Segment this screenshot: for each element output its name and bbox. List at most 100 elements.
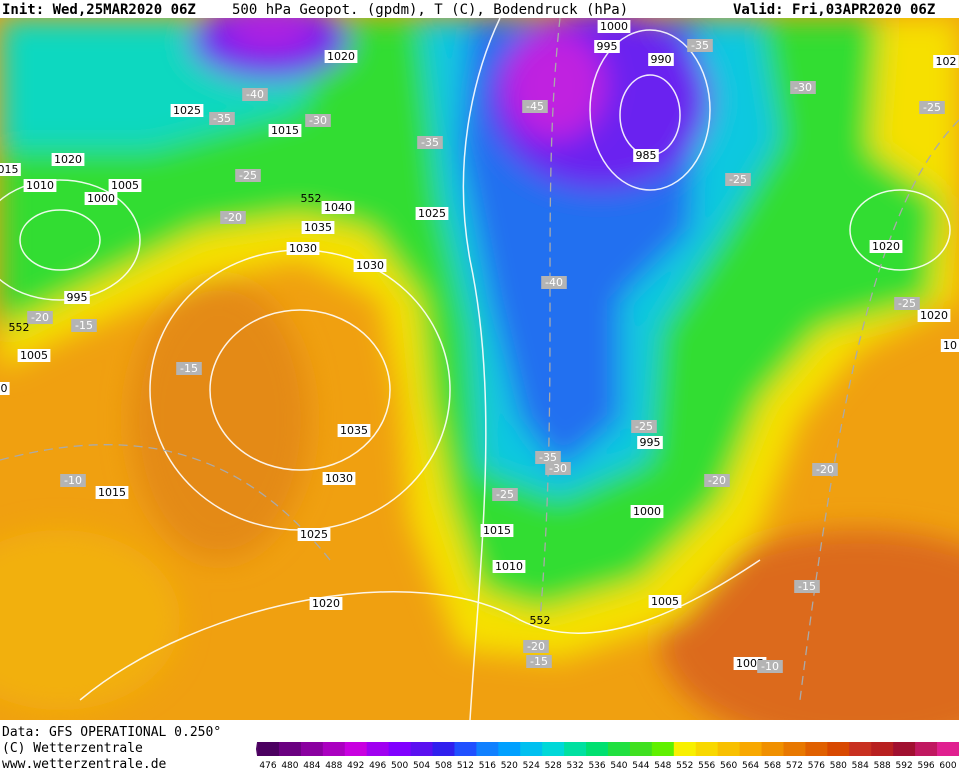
- temperature-label-box: [631, 420, 657, 433]
- temperature-label-box: [176, 362, 202, 375]
- temperature-label-box: [71, 319, 97, 332]
- colorbar-swatch: [893, 742, 916, 756]
- isobar-label-box: [630, 505, 664, 518]
- colorbar-swatch: [388, 742, 412, 756]
- temperature-label-box: [757, 660, 783, 673]
- isobar-label: 995: [640, 436, 661, 449]
- colorbar-tick-label: 572: [786, 761, 803, 770]
- temperature-label: -25: [898, 297, 916, 310]
- colorbar-tick-label: 564: [742, 761, 759, 770]
- isobar-label: 1035: [340, 424, 368, 437]
- temperature-label: -45: [526, 100, 544, 113]
- colorbar-swatch: [366, 742, 390, 756]
- isobar-label: 1025: [418, 207, 446, 220]
- colorbar-swatch: [542, 742, 565, 756]
- colorbar-swatch: [586, 742, 609, 756]
- temperature-label-box: [725, 173, 751, 186]
- isobar-label: 1025: [300, 528, 328, 541]
- map-field: [0, 18, 959, 720]
- isobar-label: 1010: [26, 179, 54, 192]
- colorbar-swatch: [564, 742, 587, 756]
- colorbar-swatch: [498, 742, 521, 756]
- temperature-label-box: [545, 462, 571, 475]
- isobar-label-box: [324, 50, 358, 63]
- temperature-label: -20: [31, 311, 49, 324]
- colorbar-tick-label: 532: [567, 761, 584, 770]
- isobar-label: 1020: [312, 597, 340, 610]
- isobar-label: 1035: [304, 221, 332, 234]
- colorbar-tick-label: 536: [588, 761, 605, 770]
- colorbar-tick-label: 500: [391, 761, 408, 770]
- temperature-label: -20: [708, 474, 726, 487]
- temperature-label-box: [541, 276, 567, 289]
- temperature-label: -15: [180, 362, 198, 375]
- init-time: Init: Wed,25MAR2020 06Z: [2, 2, 196, 18]
- isobar-label-box: [492, 560, 526, 573]
- temperature-label-box: [812, 463, 838, 476]
- temperature-label-box: [60, 474, 86, 487]
- isobar-label-box: [170, 104, 204, 117]
- website: www.wetterzentrale.de: [2, 757, 167, 770]
- colorbar-tick-label: 476: [259, 761, 276, 770]
- colorbar-tick-label: 548: [654, 761, 671, 770]
- temperature-label: -30: [309, 114, 327, 127]
- colorbar-tick-label: 488: [325, 761, 342, 770]
- colorbar-tick-label: 528: [545, 761, 562, 770]
- temperature-label: -35: [213, 112, 231, 125]
- temperature-label: -20: [816, 463, 834, 476]
- isobar-label-box: [917, 309, 951, 322]
- isobar-label: 985: [636, 149, 657, 162]
- isobar-label: 1030: [325, 472, 353, 485]
- colorbar-swatch: [739, 742, 763, 756]
- colorbar-swatch: [476, 742, 499, 756]
- colorbar-tick-label: 540: [610, 761, 627, 770]
- colorbar-tick-label: 568: [764, 761, 781, 770]
- temperature-label: -25: [729, 173, 747, 186]
- isobar-label-box: [51, 153, 85, 166]
- isobar-label-box: [322, 472, 356, 485]
- isobar-label-box: [268, 124, 302, 137]
- colorbar-tick-label: 580: [830, 761, 847, 770]
- isobar-label-box: [415, 207, 449, 220]
- temperature-label-box: [305, 114, 331, 127]
- isobar-label: 1015: [98, 486, 126, 499]
- isobar-label: 10: [943, 339, 957, 352]
- isobar-label-box: [17, 349, 51, 362]
- colorbar-swatch: [805, 742, 828, 756]
- isobar-label-box: [108, 179, 142, 192]
- temperature-label: -35: [421, 136, 439, 149]
- temperature-label: -20: [224, 211, 242, 224]
- colorbar-swatch: [871, 742, 894, 756]
- colorbar-arrow: [256, 742, 258, 756]
- temperature-label: -35: [691, 39, 709, 52]
- geopotential-label: 552: [530, 614, 551, 627]
- colorbar-swatch: [278, 742, 302, 756]
- colorbar-tick-label: 484: [303, 761, 320, 770]
- geopotential-label: 552: [301, 192, 322, 205]
- colorbar-swatch: [410, 742, 434, 756]
- colorbar-tick-label: 480: [281, 761, 298, 770]
- isobar-label: 1025: [173, 104, 201, 117]
- temperature-label: -30: [794, 81, 812, 94]
- temperature-label: -15: [75, 319, 93, 332]
- isobar-label-box: [23, 179, 57, 192]
- temperature-label-box: [235, 169, 261, 182]
- colorbar-swatch: [432, 742, 455, 756]
- temperature-label: -15: [798, 580, 816, 593]
- isobar-label: 1005: [111, 179, 139, 192]
- colorbar-swatch: [717, 742, 741, 756]
- isobar-label: 1000: [633, 505, 661, 518]
- temperature-label: -25: [239, 169, 257, 182]
- temperature-label-box: [523, 640, 549, 653]
- isobar-label-box: [594, 40, 620, 53]
- colorbar-swatch: [849, 742, 872, 756]
- isobar-label-box: [597, 20, 631, 33]
- isobar-label: 995: [67, 291, 88, 304]
- temperature-label: -25: [496, 488, 514, 501]
- colorbar-swatch: [761, 742, 784, 756]
- colorbar-tick-label: 552: [676, 761, 693, 770]
- geopotential-label: 552: [9, 321, 30, 334]
- isobar-label-box: [309, 597, 343, 610]
- temperature-label-box: [27, 311, 53, 324]
